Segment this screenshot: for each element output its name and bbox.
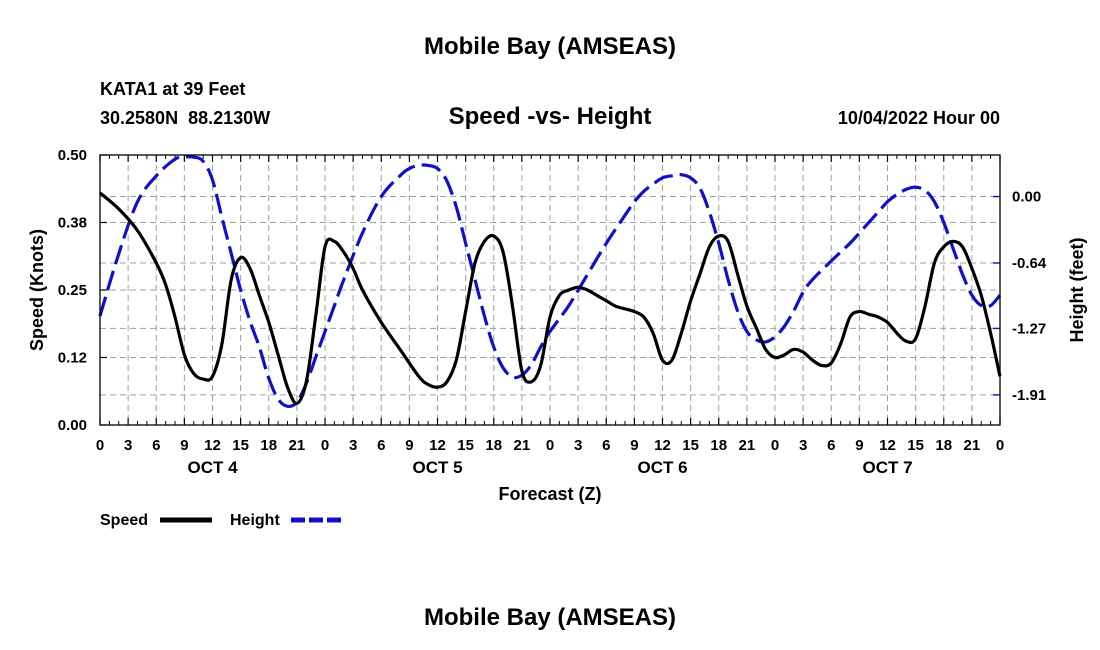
legend: Speed Height [100,512,343,529]
y2-tick-labels: 0.00 -0.64 -1.27 -1.91 [1012,189,1047,404]
x-tick-label: 0 [96,437,104,454]
speed-series-line [98,191,1002,405]
x-tick-label: 15 [907,437,924,454]
y-tick-label: 0.00 [58,417,87,434]
axis-ticks [99,154,1001,426]
chart-title: Speed -vs- Height [449,103,652,130]
x-tick-label: 6 [377,437,385,454]
y-tick-label: 0.25 [58,282,87,299]
x-tick-label: 12 [429,437,446,454]
x-tick-label: 15 [232,437,249,454]
day-label: OCT 5 [412,458,462,477]
footer-title: Mobile Bay (AMSEAS) [424,604,676,631]
page-title: Mobile Bay (AMSEAS) [424,33,676,60]
x-axis-label: Forecast (Z) [498,484,601,504]
x-tick-label: 15 [682,437,699,454]
legend-speed-label: Speed [100,512,148,529]
y-tick-label: 0.12 [58,350,87,367]
x-tick-label: 18 [935,437,952,454]
x-tick-label: 12 [879,437,896,454]
x-tick-label: 9 [630,437,638,454]
plot-frame [99,154,1001,426]
x-tick-label: 18 [485,437,502,454]
x-tick-label: 0 [771,437,779,454]
day-labels: OCT 4 OCT 5 OCT 6 OCT 7 [187,458,912,477]
x-tick-label: 12 [654,437,671,454]
station-name: KATA1 at 39 Feet [100,79,245,99]
x-tick-label: 21 [289,437,306,454]
x-tick-label: 21 [964,437,981,454]
x-tick-label: 9 [405,437,413,454]
x-tick-label: 21 [514,437,531,454]
y2-tick-label: -0.64 [1012,255,1047,272]
x-tick-label: 15 [457,437,474,454]
y2-axis-label: Height (feet) [1067,238,1087,343]
x-tick-label: 6 [827,437,835,454]
legend-height-label: Height [230,512,280,529]
x-tick-label: 9 [180,437,188,454]
y-axis-label: Speed (Knots) [27,229,47,351]
x-tick-label: 3 [574,437,582,454]
x-tick-label: 18 [260,437,277,454]
x-tick-label: 18 [710,437,727,454]
x-tick-label: 9 [855,437,863,454]
x-tick-label: 12 [204,437,221,454]
x-tick-label: 0 [546,437,554,454]
y-tick-label: 0.38 [58,215,87,232]
day-label: OCT 4 [187,458,238,477]
x-tick-label: 3 [799,437,807,454]
x-tick-label: 0 [996,437,1004,454]
forecast-date: 10/04/2022 Hour 00 [838,108,1000,128]
station-coordinates: 30.2580N 88.2130W [100,108,270,128]
height-series-line [98,155,1002,409]
y2-tick-label: -1.27 [1012,320,1046,337]
series-lines [98,155,1002,409]
grid-lines [100,155,1000,425]
y-tick-label: 0.50 [58,147,87,164]
day-label: OCT 7 [862,458,912,477]
x-tick-label: 6 [152,437,160,454]
x-tick-label: 3 [124,437,132,454]
x-tick-labels: 0 3 6 9 12 15 18 21 0 3 6 9 12 15 18 21 0 3 6 9 12 15 18 21 0 3 6 9… [96,437,1004,454]
y-tick-labels: 0.00 0.12 0.25 0.38 0.50 [58,147,87,434]
x-tick-label: 0 [321,437,329,454]
y2-tick-label: -1.91 [1012,387,1046,404]
x-tick-label: 21 [739,437,756,454]
y2-tick-label: 0.00 [1012,189,1041,206]
x-tick-label: 3 [349,437,357,454]
x-tick-label: 6 [602,437,610,454]
day-label: OCT 6 [637,458,687,477]
